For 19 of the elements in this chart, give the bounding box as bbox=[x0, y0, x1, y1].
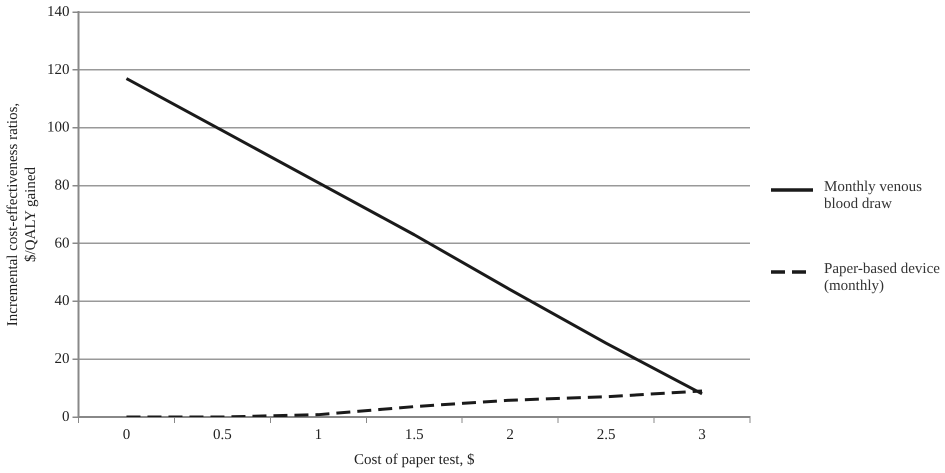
x-tick-label: 3 bbox=[698, 426, 706, 443]
y-tick-label: 40 bbox=[54, 293, 70, 310]
legend-label: Monthly venous blood draw bbox=[824, 178, 923, 212]
y-tick-label: 0 bbox=[62, 408, 70, 425]
y-axis-title: Incremental cost-effectiveness ratios, $/QALY gained bbox=[4, 102, 39, 326]
y-tick-label: 80 bbox=[54, 178, 70, 194]
x-tick-label: 0.5 bbox=[213, 426, 232, 443]
x-tick-label: 2.5 bbox=[596, 426, 616, 443]
x-axis-title: Cost of paper test, $ bbox=[354, 452, 475, 468]
y-tick-label: 60 bbox=[54, 235, 70, 252]
x-tick-label: 1 bbox=[314, 426, 322, 443]
y-tick-label: 140 bbox=[47, 4, 70, 20]
legend-label: Paper-based device (monthly) bbox=[824, 260, 941, 294]
x-tick-label: 2 bbox=[506, 426, 514, 443]
x-tick-label: 0 bbox=[122, 426, 130, 443]
y-tick-label: 20 bbox=[54, 351, 70, 368]
y-tick-label: 120 bbox=[47, 62, 70, 78]
x-tick-label: 1.5 bbox=[404, 426, 424, 443]
y-tick-label: 100 bbox=[47, 120, 70, 136]
